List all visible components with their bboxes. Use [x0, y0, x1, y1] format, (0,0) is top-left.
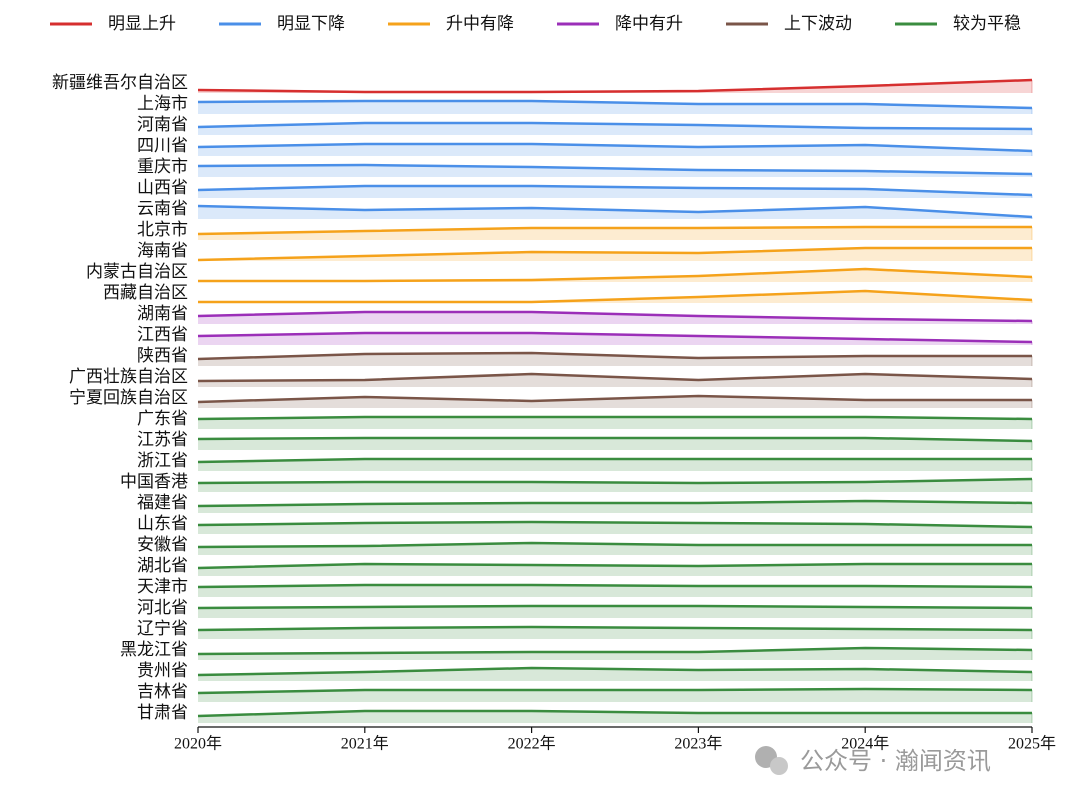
row-label: 贵州省	[137, 661, 188, 680]
row-label: 吉林省	[137, 682, 188, 701]
legend-label: 降中有升	[615, 14, 683, 33]
ridge-line	[197, 604, 1033, 610]
ridge-line	[198, 267, 1033, 283]
x-tick-label: 2022年	[508, 735, 556, 753]
legend-label: 明显上升	[108, 14, 176, 33]
ridge-area	[198, 564, 1032, 576]
row-label: 湖南省	[137, 304, 188, 323]
row-label: 北京市	[137, 220, 188, 239]
row-label: 湖北省	[137, 556, 188, 575]
row-label: 浙江省	[137, 451, 188, 470]
row-label: 广西壮族自治区	[69, 367, 188, 386]
row-label: 宁夏回族自治区	[69, 388, 188, 407]
ridge-line	[197, 436, 1033, 443]
ridge-line	[197, 562, 1032, 570]
ridge-line	[197, 415, 1033, 421]
ridge-area	[198, 248, 1032, 261]
ridge-area	[198, 606, 1032, 618]
x-tick-label: 2025年	[1008, 735, 1056, 753]
row-label: 广东省	[137, 409, 188, 428]
row-label: 江苏省	[137, 430, 188, 449]
ridge-line	[197, 457, 1032, 464]
ridge-line	[197, 99, 1033, 110]
ridge-area	[198, 417, 1032, 429]
ridge-line	[197, 625, 1033, 632]
ridge-area	[198, 333, 1032, 345]
ridge-area	[198, 291, 1032, 303]
legend-label: 较为平稳	[953, 14, 1021, 33]
row-label: 辽宁省	[137, 619, 188, 638]
row-label: 重庆市	[137, 157, 188, 176]
legend-label: 升中有降	[446, 14, 514, 33]
ridge-line	[197, 225, 1032, 236]
x-tick-label: 2023年	[674, 735, 722, 753]
ridge-area	[198, 165, 1032, 177]
ridge-area	[198, 438, 1032, 450]
ridge-area	[198, 123, 1032, 135]
ridge-line	[197, 372, 1033, 383]
ridge-area	[198, 269, 1032, 282]
watermark: 公众号 · 瀚闻资讯	[755, 746, 991, 775]
ridge-area	[198, 585, 1032, 597]
ridge-line	[197, 541, 1032, 549]
ridge-line	[197, 583, 1033, 589]
row-label: 山东省	[137, 514, 188, 533]
row-label: 中国香港	[120, 472, 188, 491]
ridge-area	[198, 353, 1032, 366]
legend-label: 明显下降	[277, 14, 345, 33]
ridge-line	[198, 289, 1033, 304]
ridge-line	[197, 331, 1033, 344]
row-label: 甘肃省	[137, 703, 188, 722]
ridge-area	[198, 144, 1032, 156]
ridge-line	[197, 78, 1033, 94]
ridge-area	[198, 312, 1032, 324]
watermark-icon	[770, 757, 788, 775]
x-tick-label: 2021年	[341, 735, 389, 753]
ridge-line	[197, 351, 1032, 361]
ridge-line	[197, 499, 1033, 508]
ridge-area	[198, 648, 1032, 660]
ridge-line	[197, 709, 1032, 718]
row-label: 山西省	[137, 178, 188, 197]
row-label: 天津市	[137, 577, 188, 596]
row-label: 四川省	[137, 136, 188, 155]
ridge-line	[197, 121, 1033, 131]
row-label: 福建省	[137, 493, 188, 512]
ridge-area	[198, 374, 1032, 387]
row-label: 西藏自治区	[103, 283, 188, 302]
row-label: 上海市	[137, 94, 188, 113]
x-tick-label: 2020年	[174, 735, 222, 753]
row-label: 云南省	[137, 199, 188, 218]
row-label: 内蒙古自治区	[86, 262, 188, 281]
ridge-line	[197, 246, 1032, 262]
ridge-line	[197, 666, 1033, 677]
legend-label: 上下波动	[784, 14, 852, 33]
row-label: 新疆维吾尔自治区	[52, 73, 188, 92]
ridge-line	[197, 142, 1033, 153]
x-tick-label: 2024年	[841, 735, 889, 753]
ridge-line	[197, 310, 1033, 323]
row-label: 海南省	[137, 241, 188, 260]
ridge-line	[197, 184, 1033, 197]
ridge-line	[197, 394, 1032, 404]
row-label: 河南省	[137, 115, 188, 134]
ridge-area	[198, 459, 1032, 471]
row-label: 河北省	[137, 598, 188, 617]
ridge-line	[197, 646, 1033, 656]
row-label: 江西省	[137, 325, 188, 344]
row-label: 陕西省	[137, 346, 188, 365]
row-label: 安徽省	[137, 535, 188, 554]
watermark-text: 公众号 · 瀚闻资讯	[800, 747, 991, 775]
ridge-line	[197, 204, 1033, 219]
row-label: 黑龙江省	[120, 640, 188, 659]
ridge-line	[197, 520, 1033, 529]
ridge-area	[198, 689, 1032, 702]
ridge-area	[198, 80, 1032, 93]
ridge-line	[197, 477, 1033, 485]
ridge-line	[197, 687, 1033, 695]
ridge-line	[197, 163, 1033, 176]
